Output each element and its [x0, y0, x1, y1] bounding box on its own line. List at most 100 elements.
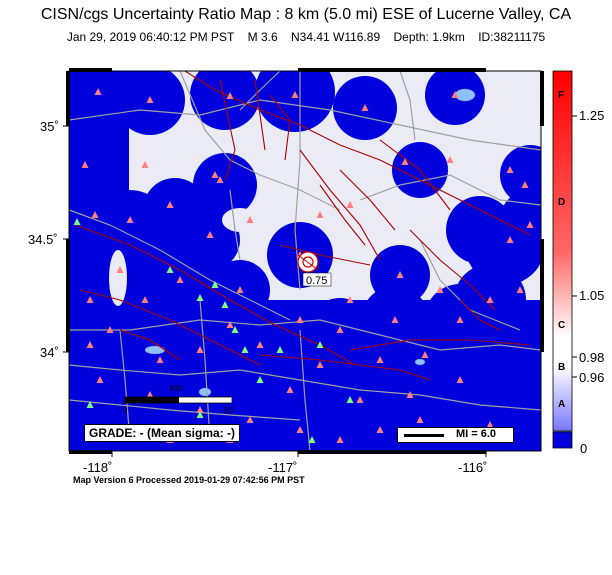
mi-label: MI = 6.0	[456, 428, 497, 440]
station-triangle	[196, 406, 204, 413]
frame-segment	[66, 239, 70, 352]
colorbar-label: 0.96	[579, 370, 605, 385]
grade-letter: D	[558, 197, 566, 208]
fault	[349, 339, 531, 351]
lat-tick-label: 34˚	[40, 345, 59, 360]
colorbar-label: 1.05	[579, 288, 605, 303]
scale-bar-label: km	[170, 383, 183, 394]
station-triangle	[416, 416, 424, 423]
station-triangle	[401, 158, 409, 165]
station-triangle	[346, 396, 354, 403]
frame-segment	[66, 71, 70, 126]
station-triangle	[166, 201, 174, 208]
station-triangle	[308, 436, 316, 443]
scale-bar: km 0 50	[123, 383, 233, 415]
fault	[379, 139, 451, 211]
fault	[219, 79, 236, 181]
station-triangle	[196, 294, 204, 301]
fault	[184, 71, 531, 236]
road	[119, 329, 131, 441]
grade-letter: F	[558, 90, 565, 101]
road	[179, 71, 341, 211]
station-triangle	[86, 341, 94, 348]
lake	[414, 358, 426, 366]
fault	[254, 79, 266, 151]
coverage-circle	[500, 190, 541, 250]
station-triangle	[391, 316, 399, 323]
footer-text: Map Version 6 Processed 2019-01-29 07:42…	[73, 475, 305, 485]
epicenter-line	[297, 254, 319, 271]
station-triangle	[346, 296, 354, 303]
lake	[144, 345, 166, 355]
station-triangle	[166, 266, 174, 273]
lakes	[144, 88, 476, 397]
station-triangle	[451, 91, 459, 98]
grade-box: GRADE: - (Mean sigma: -)	[84, 424, 241, 442]
fault	[279, 244, 371, 266]
road	[419, 239, 521, 331]
station-triangle	[221, 301, 229, 308]
lat-tick-label: 34.5˚	[28, 232, 58, 247]
coverage-circle	[500, 145, 541, 205]
stations	[73, 88, 534, 443]
colorbar-label: 0	[580, 441, 588, 456]
event-coords: N34.41 W116.89	[290, 30, 381, 44]
scale-bar-fill	[125, 397, 179, 403]
station-triangle	[456, 316, 464, 323]
station-triangle	[316, 341, 324, 348]
road	[294, 71, 301, 291]
epicenter-label-box	[302, 272, 332, 287]
event-id: ID:38211175	[478, 30, 546, 44]
station-triangle	[246, 416, 254, 423]
station-triangle	[486, 296, 494, 303]
station-triangle	[116, 266, 124, 273]
map-title: CISN/cgs Uncertainty Ratio Map : 8 km (5…	[40, 6, 572, 23]
colorbar-label: 0.98	[579, 350, 605, 365]
station-triangle	[406, 391, 414, 398]
station-triangle	[196, 411, 204, 418]
coverage-circle	[255, 71, 335, 132]
frame-segment	[298, 450, 486, 454]
lon-tick-label: -117˚	[268, 460, 298, 475]
station-triangle	[211, 281, 219, 288]
fault	[299, 149, 381, 261]
station-triangle	[236, 286, 244, 293]
epicenter-inner-ring	[302, 256, 314, 268]
station-triangle	[146, 96, 154, 103]
road	[299, 329, 311, 451]
station-triangle	[86, 401, 94, 408]
grade-letter: C	[558, 320, 566, 331]
lake	[454, 88, 476, 102]
station-triangle	[126, 216, 134, 223]
station-triangle	[316, 211, 324, 218]
frame-segment	[298, 68, 486, 72]
frame-segment	[540, 71, 544, 126]
event-info: Jan 29, 2019 06:40:12 PM PST M 3.6 N34.4…	[0, 30, 612, 44]
station-triangle	[241, 346, 249, 353]
colorbar-label: 1.25	[579, 108, 605, 123]
grade-letter: A	[558, 399, 566, 410]
event-magnitude: M 3.6	[247, 30, 278, 44]
station-triangle	[396, 271, 404, 278]
station-triangle	[96, 376, 104, 383]
road	[229, 189, 241, 261]
coverage-gap	[222, 208, 258, 232]
station-triangle	[86, 296, 94, 303]
fault	[119, 329, 181, 361]
coverage-circle	[193, 153, 257, 217]
station-triangle	[141, 161, 149, 168]
road	[399, 71, 416, 141]
coverage-gap	[109, 250, 127, 306]
station-triangle	[516, 286, 524, 293]
road	[69, 399, 301, 421]
station-triangle	[226, 92, 234, 99]
station-triangle	[216, 176, 224, 183]
station-triangle	[376, 356, 384, 363]
scale-bar-tick-label: 0	[123, 406, 128, 415]
station-triangle	[176, 276, 184, 283]
fault	[409, 229, 496, 311]
colorbar-ticks	[572, 115, 577, 378]
station-triangle	[446, 156, 454, 163]
station-triangle	[256, 376, 264, 383]
station-triangle	[486, 421, 494, 428]
